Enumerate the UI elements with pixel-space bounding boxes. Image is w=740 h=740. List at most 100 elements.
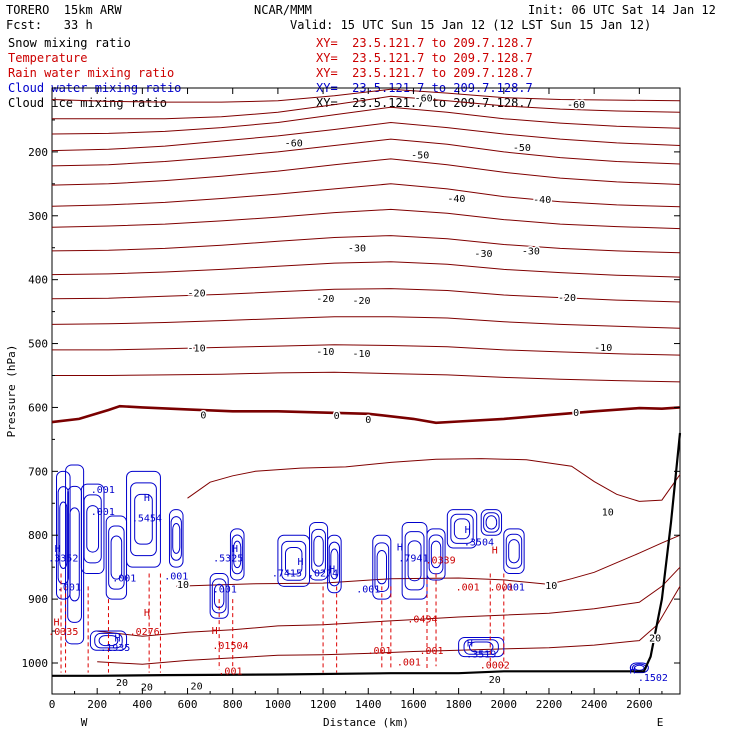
temperature-label: -10 (188, 343, 206, 354)
init-time: Init: 06 UTC Sat 14 Jan 12 (528, 3, 716, 17)
y-tick-label: 1000 (22, 657, 49, 670)
cloud-water-contour (170, 516, 182, 561)
cloud-water-label: .1502 (638, 673, 668, 684)
cloud-water-label: .001 (91, 485, 115, 496)
temperature-label: 0 (573, 408, 579, 419)
x-tick-label: 2200 (536, 698, 563, 711)
x-tick-label: 800 (223, 698, 243, 711)
zero-isotherm (51, 404, 681, 425)
cloud-water-contour (480, 509, 503, 536)
x-tick-label: 1400 (355, 698, 382, 711)
temperature-contour (51, 261, 681, 278)
cloud-water-label: .3519 (466, 649, 496, 660)
cloud-water-contour (229, 528, 245, 581)
temperature-label: 10 (602, 508, 614, 519)
plot-frame (51, 87, 681, 695)
cloud-water-contour (94, 632, 123, 649)
rain-label: .001 (397, 658, 421, 669)
forecast-hour: Fcst: 33 h (6, 18, 93, 32)
temperature-label: 0 (365, 415, 371, 426)
x-tick-label: 1000 (265, 698, 292, 711)
temperature-contour (51, 158, 681, 186)
y-tick-label: 200 (28, 146, 48, 159)
cloud-water-contour (508, 539, 520, 564)
warm-temperature-contour (187, 458, 681, 502)
cloud-water-label: .3352 (48, 554, 78, 565)
y-tick-label: 900 (28, 593, 48, 606)
high-marker: H (55, 544, 61, 555)
rain-label: .001 (456, 582, 480, 593)
cloud-water-label: .3504 (464, 538, 494, 549)
high-marker: H (630, 665, 636, 676)
cloud-water-contour (453, 518, 471, 540)
temperature-label: -40 (447, 194, 465, 205)
cloud-water-contour (328, 541, 341, 587)
temperature-label: 10 (177, 580, 189, 591)
temperature-label: -20 (352, 296, 370, 307)
temperature-label: -30 (522, 246, 540, 257)
cloud-water-contour (284, 546, 303, 575)
temperature-label: -30 (348, 244, 366, 255)
x-axis-east: E (657, 716, 664, 729)
x-axis-label: Distance (km) (323, 716, 409, 729)
cloud-water-contour (374, 542, 390, 592)
cloud-water-contour (468, 641, 494, 653)
cloud-water-contour (57, 486, 69, 585)
cloud-water-contour (629, 662, 649, 674)
temperature-label: 0 (334, 411, 340, 422)
legend-snow-xy: XY= 23.5.121.7 to 209.7.128.7 (316, 36, 533, 50)
x-axis-west: W (81, 716, 88, 729)
temperature-label: -60 (415, 94, 433, 105)
temperature-contour (51, 288, 681, 303)
cloud-water-contour (108, 525, 125, 590)
high-marker: H (232, 544, 238, 555)
cloud-water-label: .001 (356, 584, 380, 595)
temperature-label: 20 (489, 675, 501, 686)
x-tick-label: 2000 (491, 698, 518, 711)
cloud-water-label: .5325 (213, 554, 243, 565)
cloud-water-contour (231, 534, 243, 575)
cloud-water-contour (281, 540, 307, 581)
valid-time: Valid: 15 UTC Sun 15 Jan 12 (12 LST Sun … (290, 18, 652, 32)
x-tick-label: 600 (178, 698, 198, 711)
cloud-water-label: .001 (164, 571, 188, 582)
rain-label: .0494 (407, 614, 437, 625)
cloud-water-label: .001 (501, 582, 525, 593)
x-tick-label: 200 (87, 698, 107, 711)
x-tick-label: 1800 (445, 698, 472, 711)
x-tick-label: 400 (132, 698, 152, 711)
cloud-water-label: .001 (57, 582, 81, 593)
warm-temperature-contour (97, 566, 681, 637)
temperature-label: 10 (545, 581, 557, 592)
x-tick-label: 2400 (581, 698, 608, 711)
high-marker: H (397, 543, 403, 554)
rain-label: .001 (489, 582, 513, 593)
temperature-contour (52, 95, 681, 120)
cloud-water-contour (463, 639, 499, 655)
temperature-label: -10 (352, 349, 370, 360)
y-tick-label: 600 (28, 401, 48, 414)
cloud-water-contour (86, 505, 100, 553)
high-marker: H (54, 617, 60, 628)
cloud-water-contour (505, 533, 523, 569)
temperature-label: 20 (191, 681, 203, 692)
x-tick-label: 1200 (310, 698, 337, 711)
cloud-water-contour (172, 522, 181, 554)
rain-label: .0339 (425, 556, 455, 567)
cloud-water-label: .1935 (100, 643, 130, 654)
cloud-water-contour (327, 534, 342, 594)
cloud-water-contour (211, 578, 227, 614)
model-title: TORERO 15km ARW (6, 3, 122, 17)
cloud-water-contour (404, 531, 425, 591)
legend-rain: Rain water mixing ratio (8, 66, 175, 80)
cloud-water-contour (209, 573, 229, 619)
high-marker: H (114, 633, 120, 644)
temperature-label: -40 (533, 195, 551, 206)
legend-rain-xy: XY= 23.5.121.7 to 209.7.128.7 (316, 66, 533, 80)
temperature-label: -20 (558, 293, 576, 304)
terrain-line (52, 432, 682, 677)
temperature-contour (51, 183, 681, 208)
cloud-water-contour (430, 540, 442, 569)
temperature-label: 20 (141, 683, 153, 694)
